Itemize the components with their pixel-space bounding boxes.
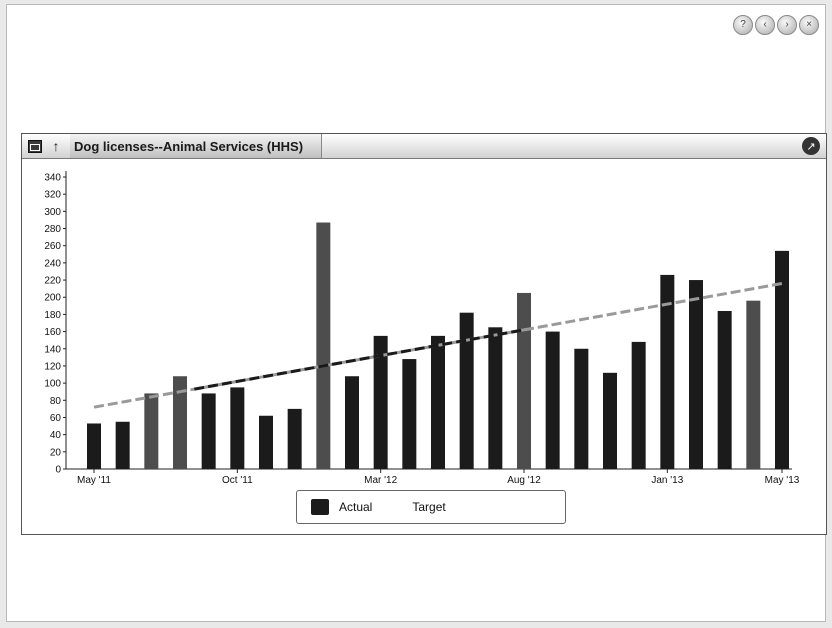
bar [345, 376, 359, 469]
x-tick-label: Oct '11 [222, 475, 253, 486]
bar [689, 280, 703, 469]
chart-area: 0 20 40 60 80 100 120 140 160 180 200 220 240 260 280 3… [22, 159, 826, 534]
widget-title: Dog licenses--Animal Services (HHS) [70, 134, 323, 158]
arrow-up-icon[interactable]: ↑ [52, 138, 60, 154]
bar [87, 423, 101, 469]
legend-swatch-actual[interactable] [311, 499, 329, 515]
page: ? ‹ › × ↑ Dog licenses--Animal Services (HH… [6, 4, 827, 622]
bar [316, 222, 331, 469]
bar [488, 327, 503, 469]
y-tick-label: 260 [44, 241, 61, 252]
bar [373, 335, 388, 469]
bar [631, 341, 646, 469]
bar [230, 387, 245, 469]
bar [144, 393, 159, 469]
y-tick-label: 120 [44, 361, 61, 372]
target-line-light [523, 282, 783, 332]
y-tick-label: 200 [44, 293, 61, 304]
y-tick-label: 60 [50, 413, 62, 424]
x-tick-label: Aug '12 [507, 475, 541, 486]
y-tick-label: 40 [50, 430, 62, 441]
close-icon[interactable]: × [799, 15, 819, 35]
y-tick-label: 340 [44, 173, 61, 184]
bar-chart: 0 20 40 60 80 100 120 140 160 180 200 220 240 260 280 3… [44, 171, 800, 486]
bar [603, 372, 617, 469]
bar [746, 300, 761, 469]
x-tick-label: May '11 [77, 475, 111, 486]
y-tick-label: 220 [44, 276, 61, 287]
legend-label-actual: Actual [339, 500, 373, 514]
bar [115, 421, 130, 469]
bar [574, 348, 589, 469]
x-tick-label: May '13 [765, 475, 800, 486]
legend: Actual Target [296, 490, 566, 524]
x-tick-label: Jan '13 [651, 475, 683, 486]
y-tick-label: 320 [44, 190, 61, 201]
bar [459, 312, 474, 469]
popout-icon[interactable]: ↗ [802, 137, 820, 155]
y-tick-label: 0 [55, 465, 61, 476]
bar [717, 310, 732, 469]
window-controls: ? ‹ › × [733, 15, 819, 35]
y-tick-label: 300 [44, 207, 61, 218]
y-tick-label: 280 [44, 224, 61, 235]
y-tick-label: 160 [44, 327, 61, 338]
y-tick-label: 20 [50, 447, 62, 458]
y-tick-label: 80 [50, 396, 62, 407]
bar [775, 250, 789, 469]
legend-label-target: Target [412, 500, 446, 514]
bar [259, 415, 273, 469]
back-icon[interactable]: ‹ [755, 15, 775, 35]
forward-icon[interactable]: › [777, 15, 797, 35]
bar [431, 335, 445, 469]
bar [517, 292, 531, 469]
y-tick-label: 140 [44, 344, 61, 355]
x-tick-label: Mar '12 [364, 475, 397, 486]
y-tick-label: 180 [44, 310, 61, 321]
bar [545, 331, 560, 469]
bar [173, 376, 187, 469]
help-icon[interactable]: ? [733, 15, 753, 35]
bar [402, 359, 417, 469]
chart-widget: ↑ Dog licenses--Animal Services (HHS) ↗ … [21, 133, 827, 535]
bar [660, 274, 675, 469]
widget-header: ↑ Dog licenses--Animal Services (HHS) ↗ [22, 134, 826, 159]
y-tick-label: 100 [44, 379, 61, 390]
y-tick-label: 240 [44, 258, 61, 269]
bar [287, 408, 302, 469]
bar [201, 393, 216, 469]
minimize-icon[interactable] [28, 139, 42, 153]
